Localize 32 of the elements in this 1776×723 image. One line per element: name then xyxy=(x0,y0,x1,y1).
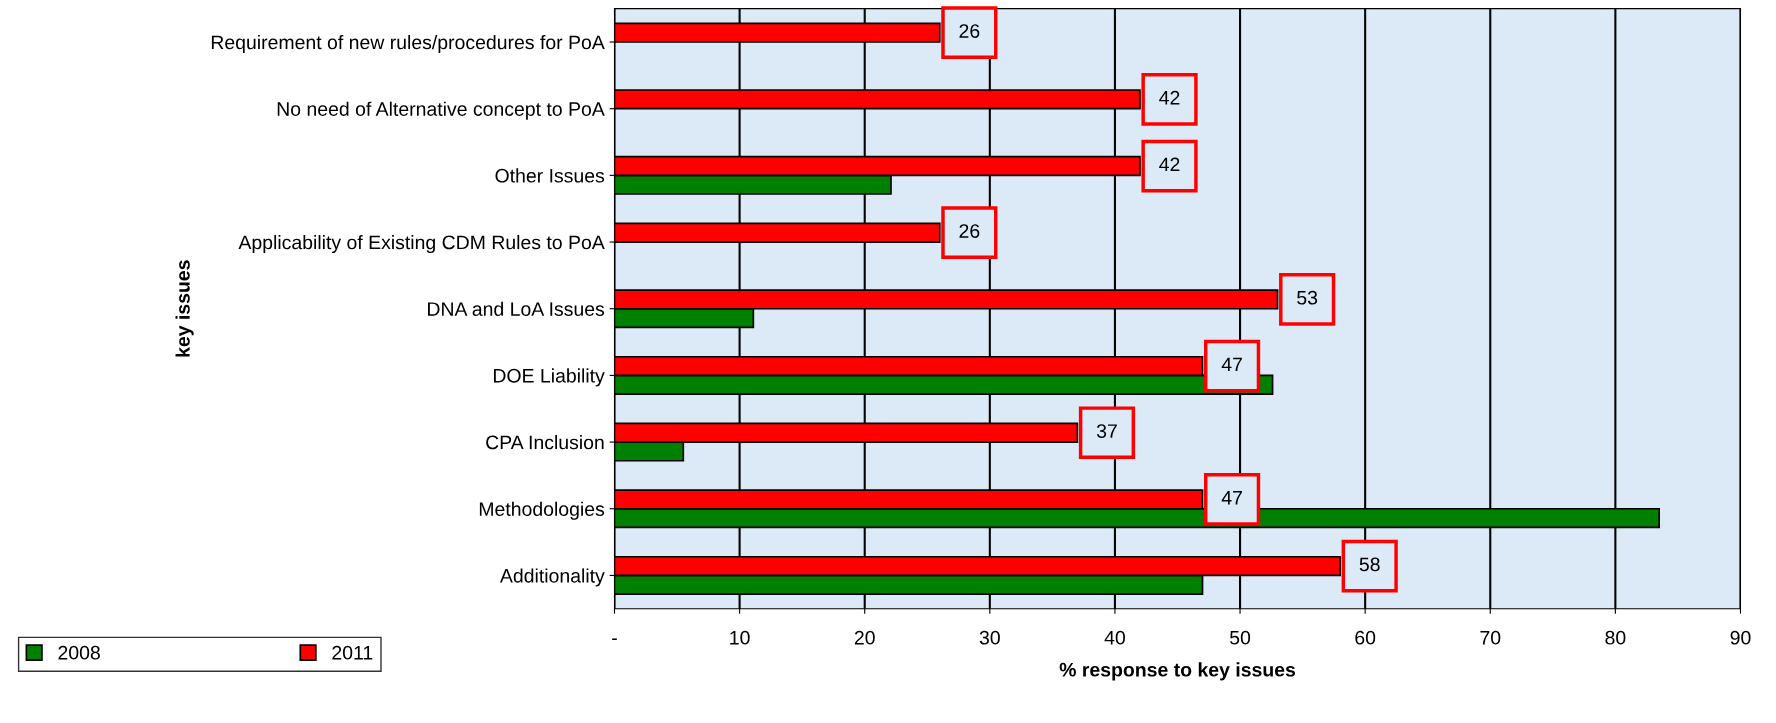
x-tick-label: 10 xyxy=(730,630,750,645)
y-tick-label: Additionality xyxy=(499,568,605,587)
y-tick-label: DOE Liability xyxy=(493,368,605,387)
x-tick-label: 90 xyxy=(1730,630,1751,645)
x-tick-label: 20 xyxy=(854,630,875,645)
data-label: 42 xyxy=(1159,90,1180,105)
x-tick-label: 60 xyxy=(1355,630,1376,645)
x-tick-label: 30 xyxy=(979,630,1000,645)
data-label: 26 xyxy=(959,224,980,238)
y-tick-label: DNA and LoA Issues xyxy=(428,301,605,316)
legend-label: 2011 xyxy=(332,645,373,660)
x-tick-label: 40 xyxy=(1104,630,1125,645)
y-tick-label: Other Issues xyxy=(495,168,605,183)
data-label: 47 xyxy=(1221,491,1242,505)
x-tick-label: 50 xyxy=(1230,630,1251,645)
data-label: 42 xyxy=(1159,157,1180,172)
y-axis-title: key issues xyxy=(175,260,194,357)
data-label: 58 xyxy=(1359,557,1380,572)
y-tick-label: No need of Alternative concept to PoA xyxy=(277,101,605,120)
y-tick-label: Applicability of Existing CDM Rules to PoA xyxy=(238,235,605,254)
data-label: 53 xyxy=(1297,290,1318,305)
x-axis-title: % response to key issues xyxy=(1059,662,1296,681)
data-label: 47 xyxy=(1221,357,1242,372)
y-tick-label: Methodologies xyxy=(479,501,605,520)
legend-label: 2008 xyxy=(58,645,100,660)
data-label: 26 xyxy=(959,24,980,38)
x-tick-label: 80 xyxy=(1605,630,1626,645)
y-tick-label: Requirement of new rules/procedures for PoA xyxy=(211,34,605,54)
data-label: 37 xyxy=(1096,424,1117,438)
y-tick-label: CPA Inclusion xyxy=(486,435,604,450)
x-tick-label: 70 xyxy=(1480,630,1501,645)
x-tick-label: - xyxy=(612,638,617,640)
